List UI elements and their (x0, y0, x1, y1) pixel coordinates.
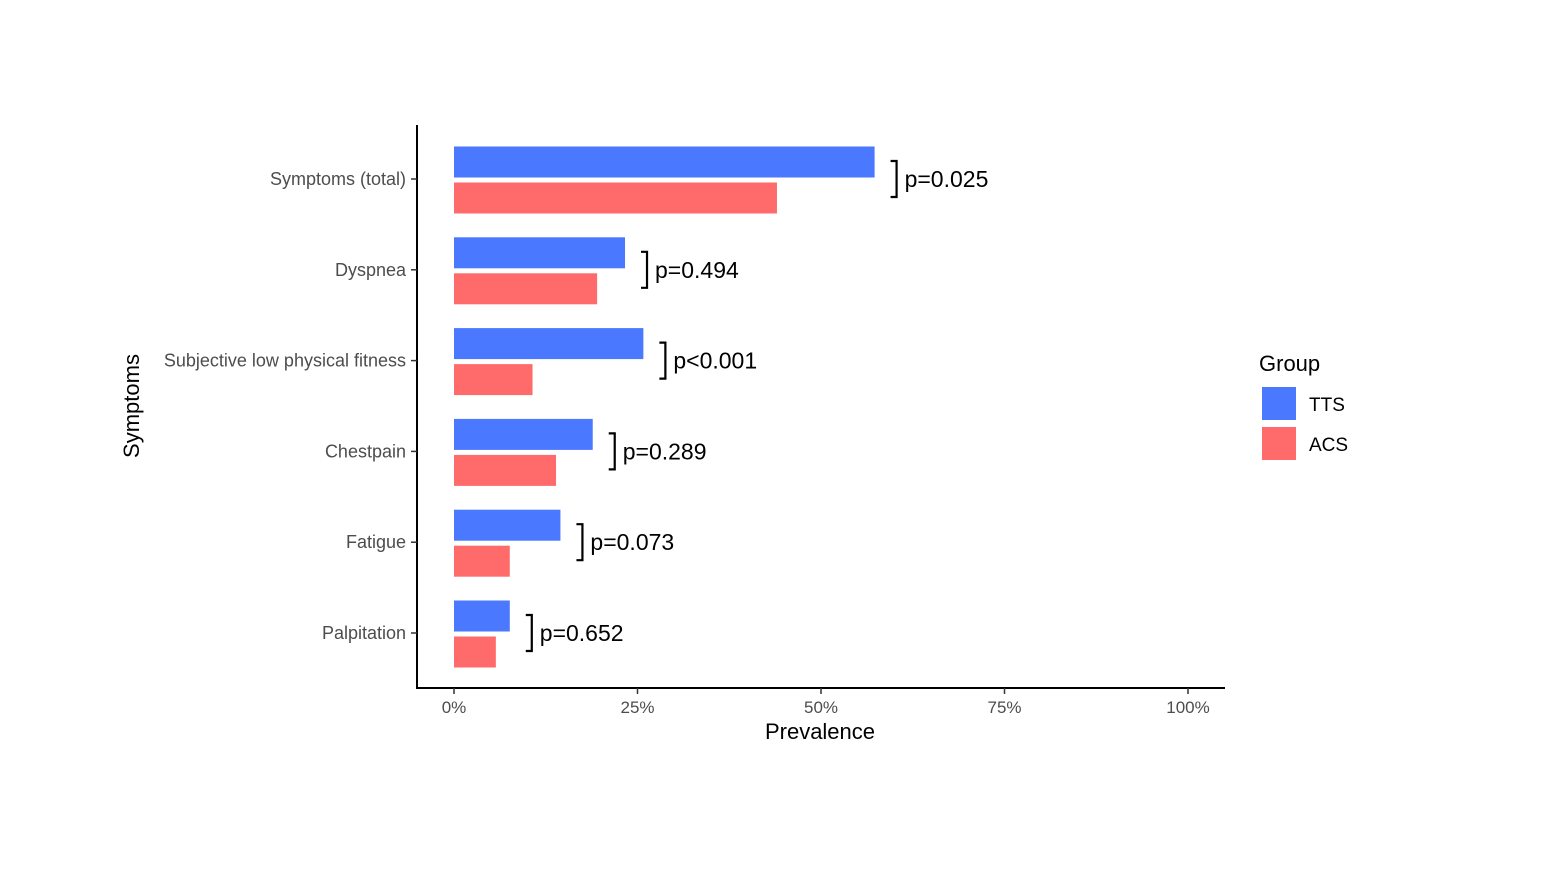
y-tick-label: Subjective low physical fitness (164, 351, 406, 371)
x-axis-title: Prevalence (765, 719, 875, 744)
bar-acs (454, 364, 533, 396)
x-tick-label: 100% (1166, 698, 1209, 717)
y-tick-label: Palpitation (322, 623, 406, 643)
legend-label-acs: ACS (1309, 435, 1348, 456)
x-tick-label: 25% (620, 698, 654, 717)
p-value-label: p=0.289 (623, 438, 707, 464)
bar-tts (454, 509, 561, 541)
legend-swatch-tts (1262, 387, 1296, 420)
p-value-label: p<0.001 (673, 348, 757, 374)
p-value-bracket (608, 432, 616, 471)
p-value-bracket (659, 341, 667, 380)
legend: Group TTS ACS (1259, 351, 1348, 460)
bar-acs (454, 636, 496, 668)
bar-acs (454, 545, 510, 577)
p-value-label: p=0.494 (655, 257, 739, 283)
p-value-label: p=0.073 (590, 529, 674, 555)
y-tick-label: Fatigue (346, 532, 406, 552)
p-value-label: p=0.652 (540, 620, 624, 646)
p-value-bracket (890, 159, 898, 199)
p-value-bracket (525, 613, 533, 653)
bar-tts (454, 146, 875, 178)
bar-tts (454, 237, 626, 269)
legend-swatch-acs (1262, 427, 1296, 460)
bars-layer (454, 146, 875, 668)
p-value-annotations: p=0.025 p=0.494 p<0.001 p=0.289 p=0.073 p=0.6… (525, 159, 989, 653)
y-tick-label: Dyspnea (335, 260, 407, 280)
x-tick-label: 50% (804, 698, 838, 717)
y-axis-title: Symptoms (119, 354, 144, 458)
x-tick-label: 75% (987, 698, 1021, 717)
legend-label-tts: TTS (1309, 395, 1345, 416)
p-value-bracket (576, 523, 584, 562)
y-ticks: Symptoms (total) Dyspnea Subjective low ph… (164, 169, 417, 643)
x-ticks: 0% 25% 50% 75% 100% (442, 688, 1210, 717)
p-value-label: p=0.025 (905, 166, 989, 192)
bar-acs (454, 182, 777, 214)
bar-tts (454, 418, 593, 450)
p-value-bracket (641, 250, 649, 289)
bar-acs (454, 454, 557, 486)
legend-title: Group (1259, 351, 1320, 376)
bar-tts (454, 328, 644, 360)
y-tick-label: Chestpain (325, 441, 406, 461)
bar-acs (454, 273, 598, 305)
y-tick-label: Symptoms (total) (270, 169, 406, 189)
x-tick-label: 0% (442, 698, 467, 717)
bar-tts (454, 600, 510, 632)
